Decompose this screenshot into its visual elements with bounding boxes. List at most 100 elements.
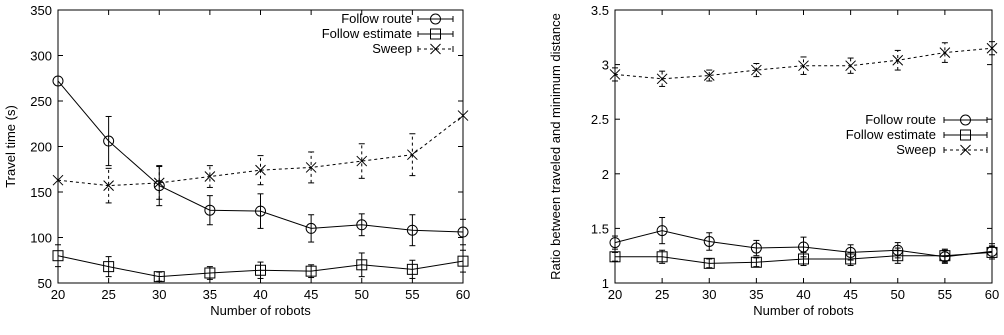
legend-marker <box>960 129 971 141</box>
y-tick-label: 3.5 <box>591 3 609 18</box>
data-point <box>798 60 809 72</box>
data-point <box>457 226 469 238</box>
x-tick-label: 60 <box>456 287 470 302</box>
data-point <box>356 155 368 167</box>
data-point <box>656 225 668 237</box>
legend-marker <box>430 13 441 25</box>
data-point <box>52 250 64 262</box>
data-point <box>703 70 715 81</box>
data-point <box>356 259 368 271</box>
data-point <box>255 205 266 217</box>
legend-marker <box>960 144 971 156</box>
legend-label: Follow estimate <box>846 127 936 142</box>
x-tick-label: 20 <box>608 287 622 302</box>
data-point <box>305 162 317 173</box>
travel-time-chart: 20 25 30 35 40 45 50 55 60 50 100 150 200 250 300 350 Nu… <box>3 3 470 318</box>
data-point <box>939 250 951 262</box>
x-tick-label: 40 <box>796 287 810 302</box>
legend-marker <box>960 114 971 126</box>
x-tick-label: 30 <box>152 287 166 302</box>
y-tick-label: 3 <box>602 58 609 73</box>
data-point <box>845 60 856 72</box>
data-point <box>457 110 469 121</box>
data-point <box>892 250 904 262</box>
data-point <box>750 256 762 268</box>
x-tick-label: 50 <box>891 287 905 302</box>
data-point <box>255 164 266 176</box>
x-axis-label: Number of robots <box>210 303 311 318</box>
data-point <box>892 54 904 66</box>
y-axis-label: Travel time (s) <box>3 105 18 188</box>
data-point <box>204 204 216 216</box>
legend-label: Follow route <box>865 112 936 127</box>
data-point <box>656 251 668 263</box>
data-point <box>406 224 418 236</box>
legend-marker <box>430 43 441 55</box>
y-axis-label: Ratio between traveled and minimum dista… <box>548 13 563 280</box>
legend-label: Follow estimate <box>322 26 412 41</box>
y-tick-label: 2 <box>602 167 609 182</box>
series-circle <box>52 75 469 247</box>
data-point <box>986 42 998 54</box>
data-point <box>986 246 998 258</box>
data-point <box>406 263 418 275</box>
distance-ratio-chart: 20 25 30 35 40 45 50 55 60 1 1.5 2 2.5 3 3.5 Number of … <box>548 3 999 318</box>
data-point <box>255 264 266 276</box>
data-point <box>457 255 469 267</box>
x-tick-label: 25 <box>655 287 669 302</box>
data-point <box>609 69 621 80</box>
y-tick-label: 2.5 <box>591 112 609 127</box>
y-tick-label: 150 <box>30 185 52 200</box>
legend-label: Sweep <box>896 142 936 157</box>
data-point <box>939 47 951 58</box>
series-x <box>52 110 469 204</box>
x-tick-label: 25 <box>101 287 115 302</box>
x-tick-label: 60 <box>985 287 999 302</box>
y-tick-label: 1 <box>602 276 609 291</box>
y-tick-label: 50 <box>38 276 52 291</box>
legend-label: Sweep <box>372 41 412 56</box>
x-tick-label: 55 <box>938 287 952 302</box>
x-tick-label: 35 <box>749 287 763 302</box>
data-point <box>798 253 809 265</box>
x-tick-label: 55 <box>405 287 419 302</box>
x-tick-label: 40 <box>253 287 267 302</box>
x-tick-label: 30 <box>702 287 716 302</box>
y-tick-label: 200 <box>30 140 52 155</box>
data-point <box>845 253 857 265</box>
data-point <box>204 171 216 182</box>
x-axis-label: Number of robots <box>753 303 854 318</box>
legend-label: Follow route <box>341 11 412 26</box>
data-point <box>305 222 317 234</box>
data-point <box>356 219 368 231</box>
x-tick-label: 45 <box>304 287 318 302</box>
data-point <box>52 174 64 186</box>
y-tick-label: 350 <box>30 3 52 18</box>
y-tick-label: 1.5 <box>591 221 609 236</box>
y-tick-label: 100 <box>30 231 52 246</box>
series-square <box>609 245 998 269</box>
data-point <box>52 75 64 87</box>
y-tick-label: 250 <box>30 94 52 109</box>
data-point <box>153 177 165 189</box>
data-point <box>656 73 668 85</box>
x-tick-label: 20 <box>51 287 65 302</box>
data-point <box>153 271 165 283</box>
data-point <box>750 242 762 254</box>
data-point <box>751 64 762 76</box>
data-point <box>103 261 115 273</box>
series-square <box>52 244 469 283</box>
y-tick-label: 300 <box>30 49 52 64</box>
x-tick-label: 50 <box>355 287 369 302</box>
legend-marker <box>430 28 441 40</box>
data-point <box>703 236 715 248</box>
data-point <box>609 237 621 249</box>
data-point <box>204 267 216 279</box>
data-point <box>305 265 317 277</box>
data-point <box>103 135 115 147</box>
data-point <box>103 180 114 191</box>
x-tick-label: 45 <box>843 287 857 302</box>
data-point <box>703 257 715 269</box>
data-point <box>407 149 418 161</box>
